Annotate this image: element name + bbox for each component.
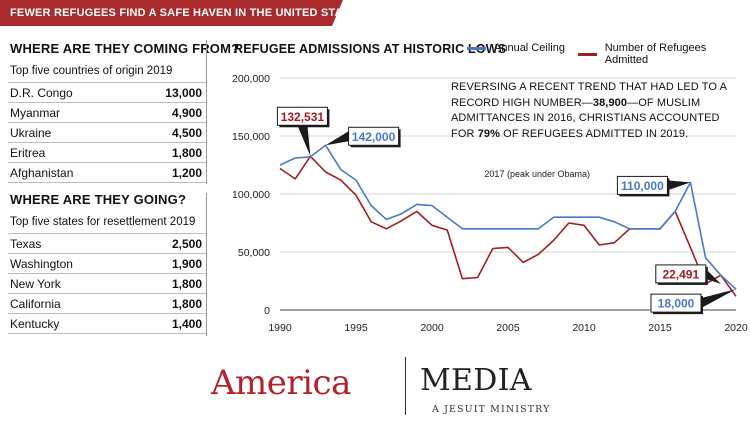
origin-table: D.R. Congo 13,000 Myanmar 4,900 Ukraine 4,500… bbox=[8, 82, 206, 183]
table-row: New York 1,800 bbox=[8, 273, 206, 294]
legend-label: Number of Refugees Admitted bbox=[604, 42, 707, 66]
row-value: 4,900 bbox=[129, 102, 206, 123]
callout-box bbox=[348, 126, 400, 146]
callout-pointer bbox=[667, 180, 691, 191]
callout-box bbox=[655, 264, 707, 284]
origin-subtitle: Top five countries of origin 2019 bbox=[10, 65, 173, 77]
row-label: Texas bbox=[8, 233, 137, 254]
callout-value: 142,000 bbox=[352, 130, 396, 144]
destination-subtitle: Top five states for resettlement 2019 bbox=[10, 216, 196, 228]
row-value: 13,000 bbox=[129, 82, 206, 103]
callout-value: 132,531 bbox=[281, 110, 325, 124]
row-value: 1,900 bbox=[136, 253, 206, 274]
legend-swatch bbox=[467, 46, 486, 50]
logo-tagline: A JESUIT MINISTRY bbox=[432, 404, 551, 415]
table-row: D.R. Congo 13,000 bbox=[8, 82, 206, 103]
row-label: Afghanistan bbox=[8, 162, 130, 183]
divider-line bbox=[206, 193, 207, 336]
callout: 110,000 bbox=[616, 175, 691, 197]
callout-pointer bbox=[297, 125, 311, 157]
row-label: D.R. Congo bbox=[8, 82, 130, 103]
refugee-line-chart: 0 50,000 100,000 150,000 200,000 1990 1995 2000… bbox=[232, 73, 748, 334]
row-value: 1,200 bbox=[129, 162, 206, 183]
row-label: Washington bbox=[8, 253, 137, 274]
logo-media: MEDIA bbox=[420, 363, 532, 398]
destination-table: Texas 2,500 Washington 1,900 New York 1,800 Ca… bbox=[8, 233, 206, 334]
row-label: Myanmar bbox=[8, 102, 130, 123]
callout: 22,491 bbox=[655, 264, 721, 285]
row-label: Kentucky bbox=[8, 313, 137, 334]
row-value: 4,500 bbox=[129, 122, 206, 143]
peak-note: 2017 (peak under Obama) bbox=[484, 169, 590, 179]
legend-item-admitted: Number of Refugees Admitted bbox=[578, 42, 750, 66]
row-value: 1,800 bbox=[136, 273, 206, 294]
callout-value: 110,000 bbox=[621, 179, 664, 193]
annotation-part: —OF MUSLIM ADMITTANCES IN 2016, CHRISTIA… bbox=[451, 96, 720, 140]
x-tick-label: 2005 bbox=[496, 322, 520, 334]
legend-item-ceiling: Annual Ceiling bbox=[467, 42, 565, 54]
table-row: Washington 1,900 bbox=[8, 253, 206, 274]
x-tick-label: 1990 bbox=[268, 322, 292, 334]
y-tick-label: 150,000 bbox=[232, 131, 270, 143]
callout-box bbox=[650, 293, 702, 313]
callout: 132,531 bbox=[276, 106, 330, 157]
logo-divider bbox=[405, 357, 406, 415]
callout: 142,000 bbox=[325, 126, 401, 148]
callout-box bbox=[276, 106, 328, 126]
table-row: Eritrea 1,800 bbox=[8, 142, 206, 163]
annotation-text: REVERSING A RECENT TREND THAT HAD LED TO… bbox=[451, 80, 741, 142]
x-tick-label: 2000 bbox=[420, 322, 444, 334]
y-tick-label: 0 bbox=[264, 305, 270, 317]
row-value: 1,400 bbox=[136, 313, 206, 334]
callout-pointer bbox=[325, 131, 349, 146]
x-tick-label: 2010 bbox=[572, 322, 596, 334]
y-tick-label: 50,000 bbox=[238, 247, 270, 259]
callout-value: 22,491 bbox=[662, 267, 699, 281]
row-label: California bbox=[8, 293, 137, 314]
chart-title: REFUGEE ADMISSIONS AT HISTORIC LOWS bbox=[234, 42, 507, 56]
row-label: Eritrea bbox=[8, 142, 130, 163]
annotation-bold: 79% bbox=[477, 127, 501, 140]
row-value: 1,800 bbox=[136, 293, 206, 314]
x-tick-label: 2020 bbox=[724, 322, 748, 334]
row-value: 1,800 bbox=[129, 142, 206, 163]
table-row: Kentucky 1,400 bbox=[8, 313, 206, 334]
destination-title: WHERE ARE THEY GOING? bbox=[10, 192, 187, 207]
annotation-bold: 38,900 bbox=[592, 96, 628, 109]
divider-line bbox=[206, 40, 207, 184]
annotation-part: OF REFUGEES ADMITTED IN 2019. bbox=[500, 127, 689, 140]
row-label: Ukraine bbox=[8, 122, 130, 143]
callout-value: 18,000 bbox=[658, 297, 695, 311]
callout-pointer bbox=[701, 289, 736, 309]
origin-title: WHERE ARE THEY COMING FROM? bbox=[10, 41, 240, 56]
x-tick-label: 2015 bbox=[648, 322, 672, 334]
legend-label: Annual Ceiling bbox=[494, 42, 565, 54]
ceiling-line bbox=[279, 144, 737, 290]
callout-box bbox=[616, 175, 668, 195]
y-tick-label: 200,000 bbox=[232, 73, 270, 85]
x-tick-label: 1995 bbox=[344, 322, 368, 334]
row-label: New York bbox=[8, 273, 137, 294]
legend-swatch bbox=[578, 52, 597, 56]
table-row: Texas 2,500 bbox=[8, 233, 206, 254]
headline-banner bbox=[0, 0, 343, 26]
table-row: California 1,800 bbox=[8, 293, 206, 314]
row-value: 2,500 bbox=[136, 233, 206, 254]
table-row: Myanmar 4,900 bbox=[8, 102, 206, 123]
callout-pointer bbox=[705, 268, 721, 284]
callout: 18,000 bbox=[650, 289, 736, 315]
table-row: Afghanistan 1,200 bbox=[8, 162, 206, 183]
logo-america: America bbox=[211, 363, 351, 403]
table-row: Ukraine 4,500 bbox=[8, 122, 206, 143]
y-tick-label: 100,000 bbox=[232, 189, 270, 201]
headline-text: FEWER REFUGEES FIND A SAFE HAVEN IN THE … bbox=[10, 7, 364, 19]
annotation-part: REVERSING A RECENT TREND THAT HAD LED TO… bbox=[451, 81, 727, 109]
